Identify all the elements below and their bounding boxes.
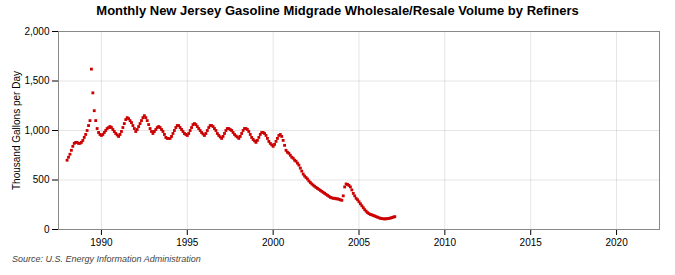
html-text:Monthly New Jersey Gasoline Mi: Monthly New Jersey Gasoline Midgrade Who… <box>96 3 579 18</box>
svg-text:1990: 1990 <box>90 237 113 248</box>
svg-text:2015: 2015 <box>520 237 543 248</box>
svg-text:0: 0 <box>44 224 50 235</box>
svg-text:2000: 2000 <box>262 237 285 248</box>
svg-text:Thousand Gallons per Day: Thousand Gallons per Day <box>11 71 22 190</box>
svg-text:2005: 2005 <box>348 237 371 248</box>
svg-text:1,000: 1,000 <box>24 125 49 136</box>
svg-text:500: 500 <box>33 174 50 185</box>
svg-text:2,000: 2,000 <box>24 26 49 37</box>
svg-text:1995: 1995 <box>176 237 199 248</box>
html-text:Source: U.S. Energy Informatio: Source: U.S. Energy Information Administ… <box>12 254 201 264</box>
svg-text:2010: 2010 <box>434 237 457 248</box>
svg-text:2020: 2020 <box>605 237 628 248</box>
svg-text:1,500: 1,500 <box>24 75 49 86</box>
